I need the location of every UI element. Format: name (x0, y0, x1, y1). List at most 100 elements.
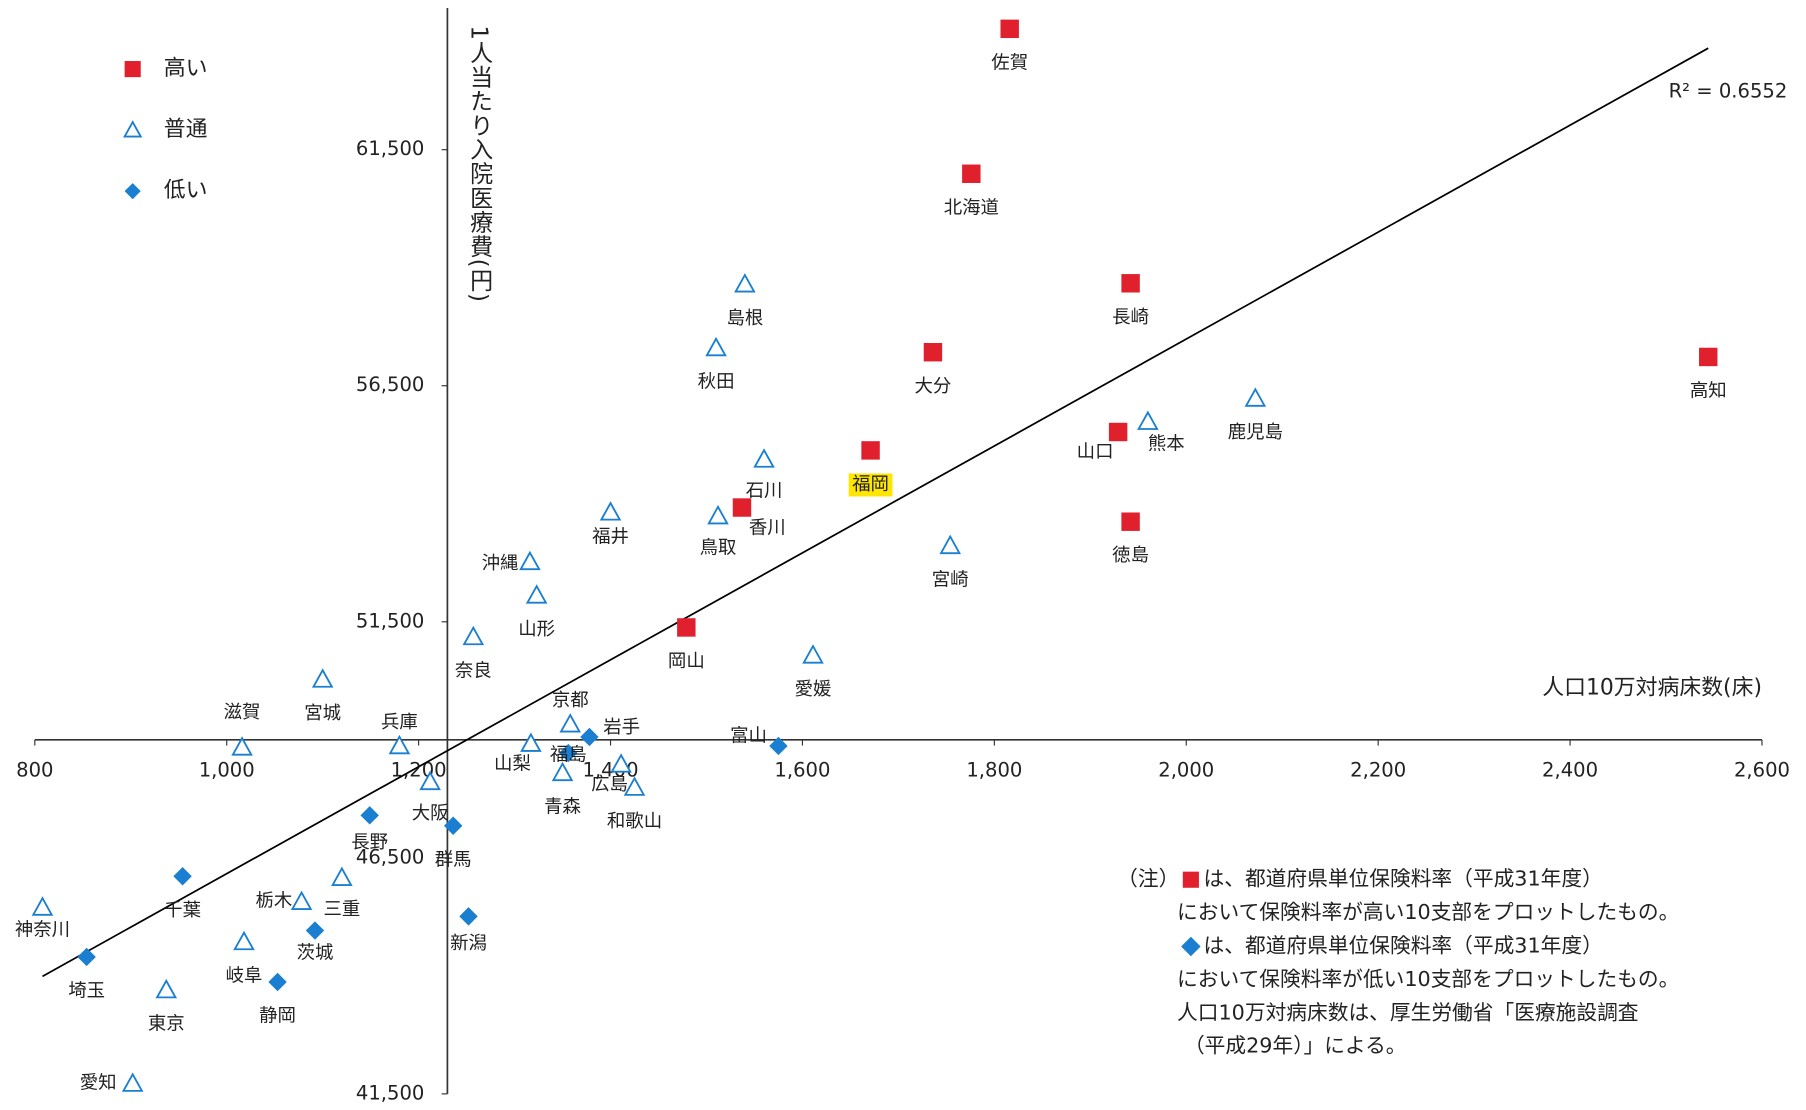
x-tick-label: 1,600 (774, 758, 830, 781)
point-label: 奈良 (455, 660, 492, 681)
point-label: 愛知 (80, 1072, 117, 1093)
point-label: 宮崎 (932, 569, 969, 590)
x-tick-label: 2,600 (1734, 758, 1790, 781)
note-line: において保険料率が高い10支部をプロットしたもの。 (1177, 900, 1679, 924)
point-label: 島根 (726, 308, 763, 329)
x-tick-label: 2,200 (1350, 758, 1406, 781)
marker-triangle (155, 978, 178, 999)
point-label: 兵庫 (381, 712, 418, 733)
marker-triangle (290, 890, 313, 911)
legend-label: 低い (164, 178, 208, 203)
marker-triangle (802, 644, 824, 664)
marker-triangle (610, 753, 632, 773)
x-tick-label: 2,400 (1542, 758, 1598, 781)
point-label: 福島 (550, 744, 587, 765)
y-tick-label: 51,500 (356, 609, 424, 632)
marker-square (677, 618, 696, 637)
legend-label: 高い (164, 56, 208, 81)
point-label: 福井 (592, 527, 629, 548)
point-label: 群馬 (435, 849, 472, 870)
point-label: 宮城 (304, 703, 341, 724)
marker-triangle (520, 732, 542, 752)
x-tick-label: 1,800 (966, 758, 1022, 781)
marker-triangle (939, 534, 961, 555)
note-icon (1182, 871, 1199, 888)
marker-triangle (311, 668, 334, 688)
marker-triangle (1137, 410, 1159, 430)
marker-triangle (233, 930, 255, 951)
marker-square (861, 441, 880, 460)
point-label: 山形 (518, 619, 555, 640)
marker-square (1000, 19, 1019, 39)
point-label: 千葉 (164, 900, 201, 921)
point-label: 新潟 (450, 933, 487, 954)
marker-triangle (525, 584, 548, 604)
marker-triangle (419, 770, 441, 791)
point-label: 福岡 (852, 474, 889, 495)
point-label: 神奈川 (15, 919, 70, 940)
x-tick-label: 800 (16, 758, 53, 781)
marker-triangle (31, 896, 54, 916)
marker-square (962, 164, 981, 183)
point-label: 佐賀 (991, 52, 1028, 73)
marker-square (1121, 274, 1140, 293)
marker-triangle (707, 504, 729, 525)
marker-triangle (462, 625, 485, 646)
note-icon (1181, 936, 1201, 957)
marker-diamond (459, 907, 478, 926)
marker-triangle (1244, 387, 1267, 407)
point-label: 長崎 (1112, 307, 1149, 328)
x-tick-label: 2,000 (1158, 758, 1214, 781)
marker-square (1699, 347, 1718, 367)
marker-triangle (519, 550, 541, 571)
marker-square (124, 61, 141, 78)
marker-diamond (769, 736, 788, 756)
marker-triangle (753, 448, 775, 468)
y-tick-label: 56,500 (356, 373, 424, 396)
marker-triangle (559, 713, 582, 733)
marker-triangle (331, 866, 353, 886)
marker-triangle (705, 336, 727, 357)
marker-diamond (305, 921, 325, 940)
marker-diamond (77, 947, 96, 967)
point-label: 大分 (915, 376, 952, 397)
point-label: 香川 (749, 517, 786, 538)
point-label: 高知 (1690, 380, 1727, 401)
y-tick-label: 61,500 (356, 137, 424, 160)
point-label: 愛媛 (795, 679, 832, 700)
r-squared: R² = 0.6552 (1669, 80, 1788, 103)
point-label: 静岡 (259, 1006, 296, 1027)
note-line: は、都道府県単位保険料率（平成31年度） (1204, 867, 1603, 891)
point-label: 埼玉 (68, 981, 105, 1002)
point-label: 岩手 (603, 717, 640, 738)
note-line: は、都道府県単位保険料率（平成31年度） (1204, 933, 1603, 957)
y-axis-title: 1人当たり入院医療費(円) (466, 25, 494, 303)
point-label: 北海道 (944, 197, 999, 218)
point-label: 山梨 (494, 753, 531, 774)
point-label: 青森 (544, 796, 581, 817)
note-line: （平成29年）」による。 (1184, 1034, 1407, 1058)
marker-diamond (124, 183, 141, 200)
marker-square (1108, 422, 1128, 442)
marker-square (732, 498, 752, 517)
point-label: 秋田 (698, 372, 735, 393)
marker-square (923, 343, 943, 362)
point-label: 岡山 (668, 651, 705, 672)
point-label: 沖縄 (482, 553, 519, 574)
y-tick-label: 41,500 (356, 1081, 424, 1104)
point-label: 栃木 (256, 891, 293, 912)
marker-diamond (268, 972, 287, 992)
point-label: 長野 (351, 832, 388, 853)
marker-triangle (123, 120, 143, 138)
marker-triangle (388, 734, 411, 755)
marker-triangle (734, 273, 756, 293)
point-label: 東京 (148, 1014, 185, 1035)
x-axis-title: 人口10万対病床数(床) (1542, 676, 1762, 701)
marker-diamond (443, 816, 463, 835)
point-label: 石川 (746, 481, 783, 502)
note-line: において保険料率が低い10支部をプロットしたもの。 (1177, 967, 1679, 991)
point-label: 大阪 (412, 803, 449, 824)
x-tick-label: 1,000 (199, 758, 255, 781)
